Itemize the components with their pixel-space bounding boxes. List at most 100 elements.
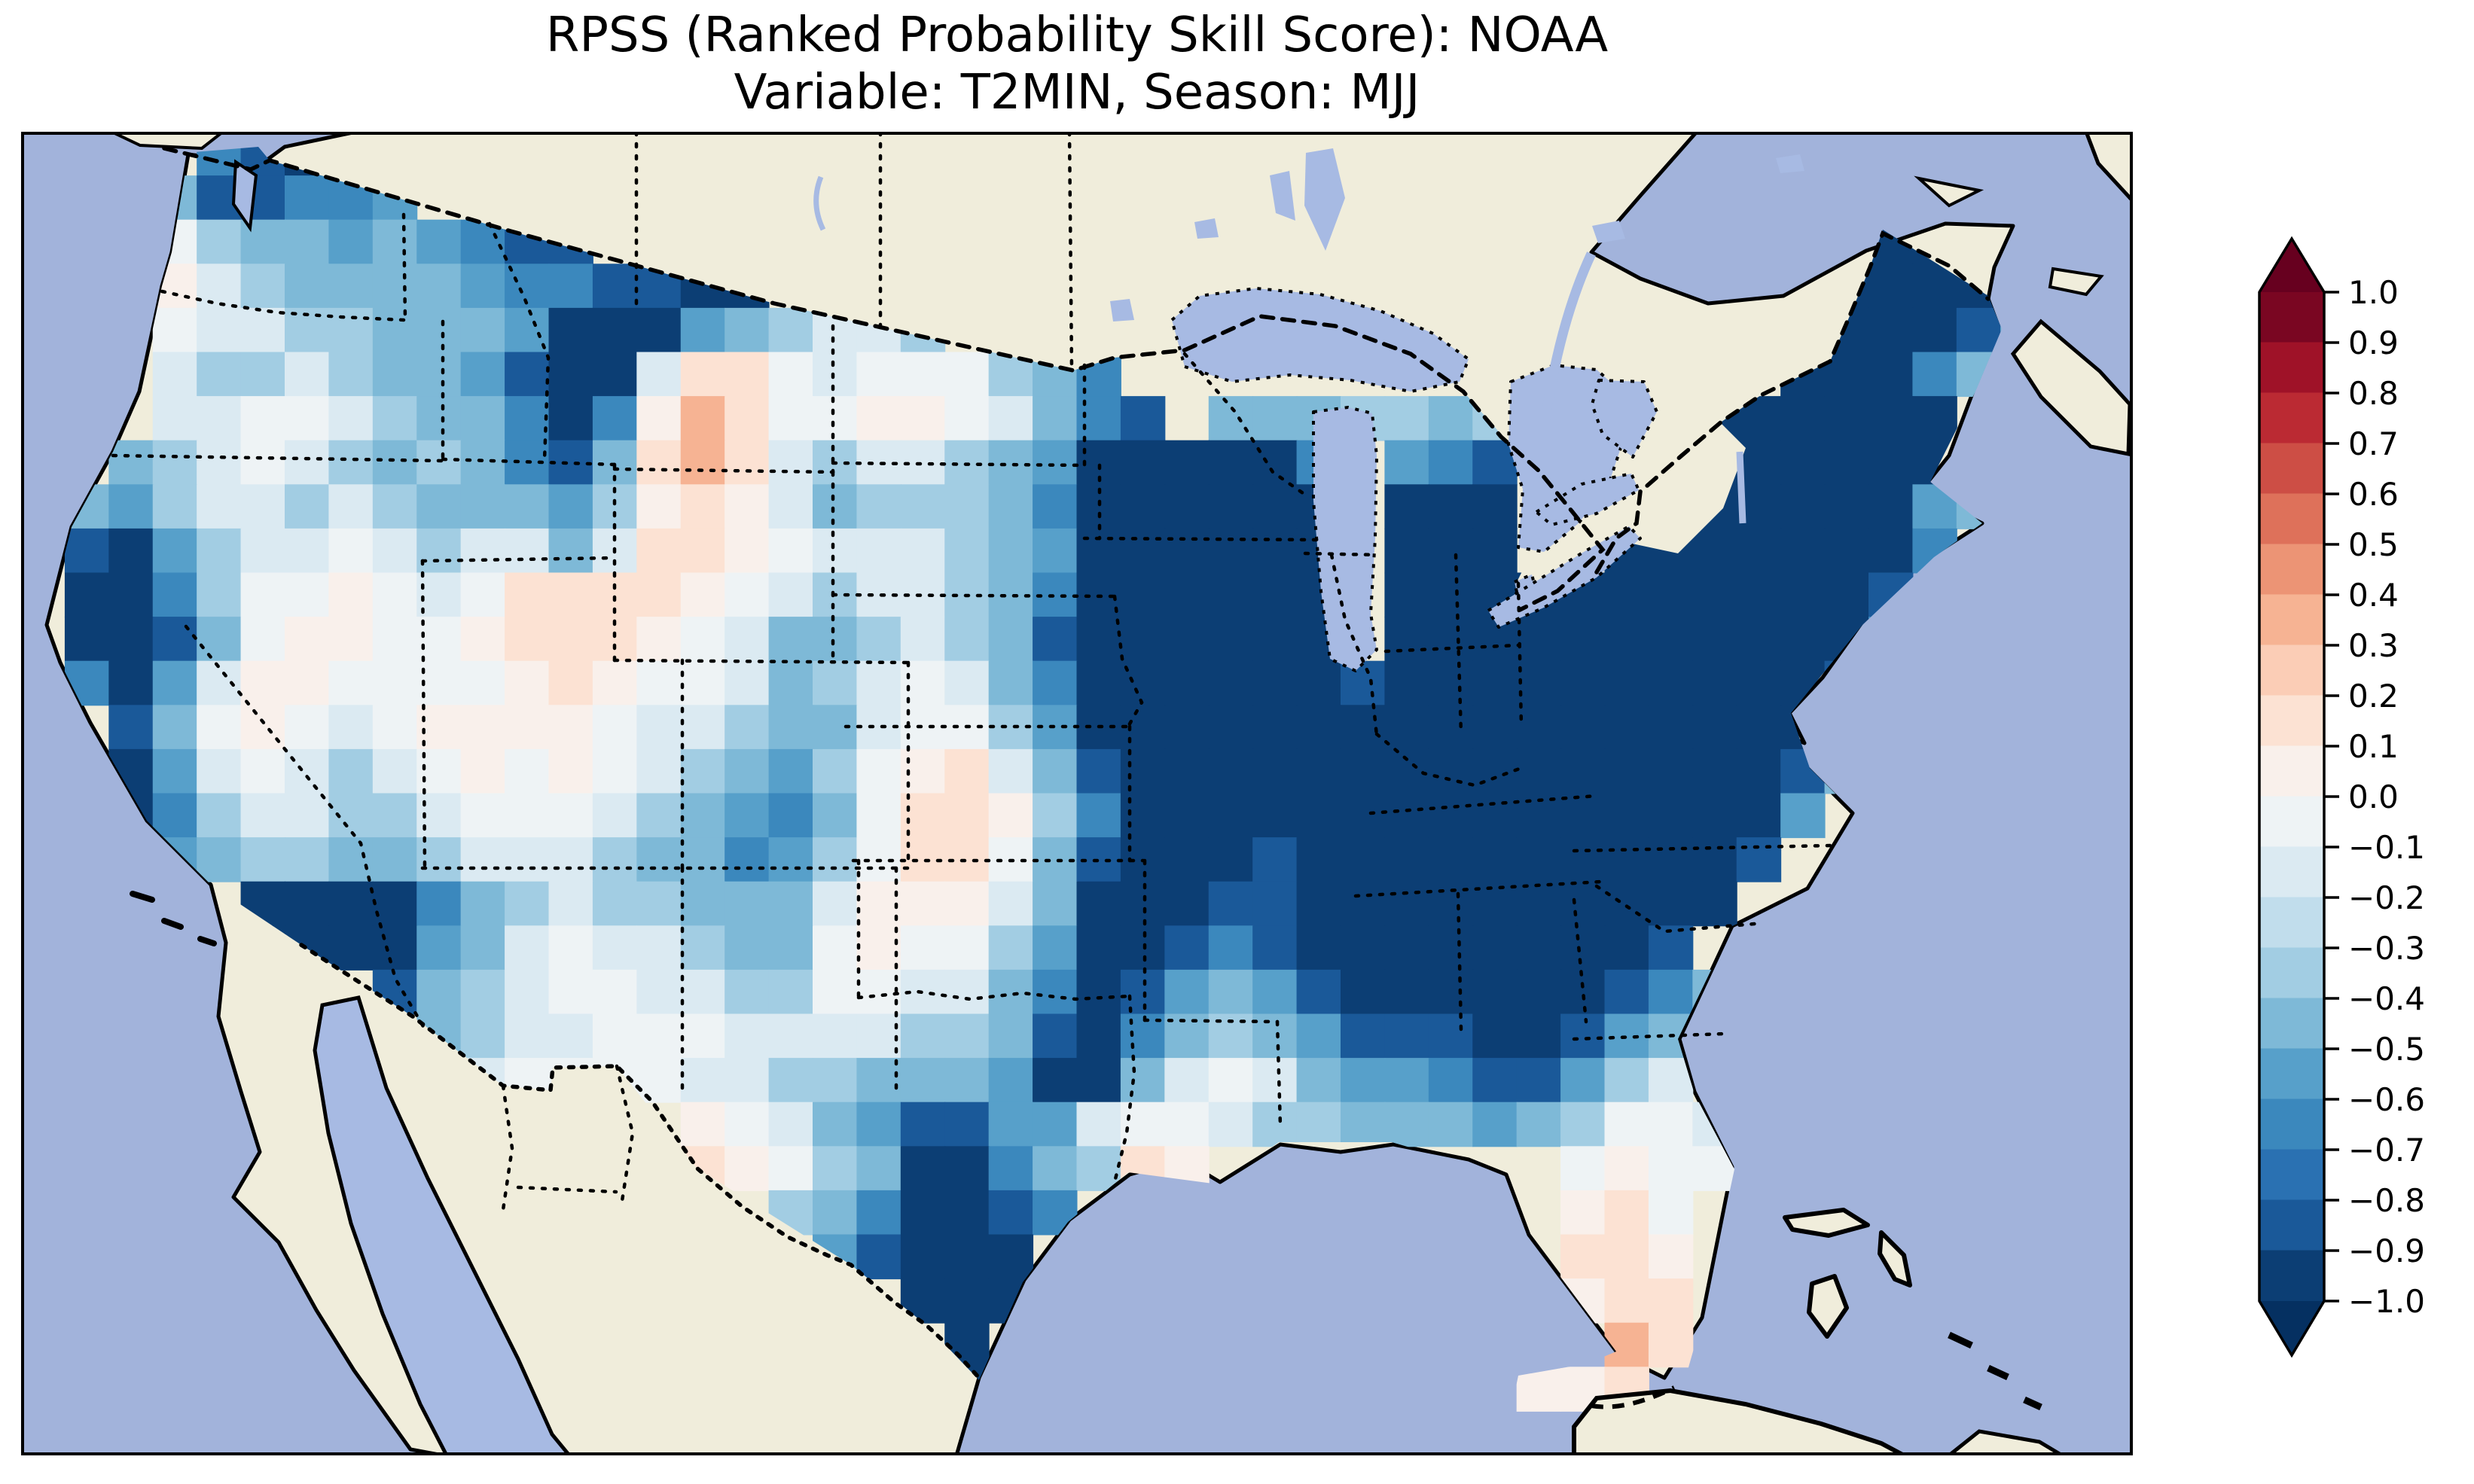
lake-of-the-woods bbox=[1110, 299, 1134, 321]
heat-cell bbox=[505, 352, 550, 398]
heat-cell bbox=[944, 881, 990, 927]
heat-cell bbox=[900, 352, 946, 398]
heat-cell bbox=[372, 528, 418, 574]
heat-cell bbox=[592, 969, 638, 1015]
heat-cell bbox=[460, 484, 506, 529]
heat-cell bbox=[1120, 748, 1166, 794]
heat-cell bbox=[1076, 969, 1121, 1015]
heat-cell bbox=[1208, 793, 1254, 839]
heat-cell bbox=[1252, 1058, 1298, 1103]
colorbar-segment bbox=[2259, 644, 2324, 696]
heat-cell bbox=[328, 307, 374, 353]
heat-cell bbox=[460, 705, 506, 750]
heat-cell bbox=[152, 396, 198, 441]
colorbar-segment bbox=[2259, 594, 2324, 646]
heat-cell bbox=[1648, 1146, 1694, 1191]
heat-cell bbox=[197, 352, 242, 398]
heat-cell bbox=[636, 881, 682, 927]
heat-cell bbox=[1736, 793, 1782, 839]
heat-cell bbox=[1428, 572, 1474, 618]
heat-cell bbox=[108, 572, 154, 618]
heat-cell bbox=[1516, 705, 1562, 750]
colorbar-tick-label: −0.4 bbox=[2348, 980, 2425, 1017]
heat-cell bbox=[1428, 528, 1474, 574]
heat-cell bbox=[988, 748, 1034, 794]
heat-cell bbox=[636, 660, 682, 706]
heat-cell bbox=[680, 440, 726, 486]
heat-cell bbox=[505, 969, 550, 1015]
heat-cell bbox=[1384, 969, 1429, 1015]
heat-cell bbox=[944, 1058, 990, 1103]
heat-cell bbox=[1033, 881, 1078, 927]
heat-cell bbox=[1912, 396, 1957, 441]
heat-cell bbox=[944, 528, 990, 574]
heat-cell bbox=[813, 528, 858, 574]
heat-cell bbox=[328, 925, 374, 971]
heat-cell bbox=[240, 484, 285, 529]
heat-cell bbox=[1648, 969, 1694, 1015]
heat-cell bbox=[813, 484, 858, 529]
heat-cell bbox=[1472, 617, 1518, 662]
heat-cell bbox=[372, 307, 418, 353]
heat-cell bbox=[1341, 881, 1386, 927]
colorbar-segment bbox=[2259, 947, 2324, 999]
heat-cell bbox=[1604, 1278, 1649, 1324]
heat-cell bbox=[592, 837, 638, 882]
heat-cell bbox=[416, 881, 462, 927]
heat-cell bbox=[1780, 617, 1826, 662]
heat-cell bbox=[1780, 793, 1826, 839]
heat-cell bbox=[1648, 1190, 1694, 1236]
heat-cell bbox=[1560, 793, 1606, 839]
heat-cell bbox=[1076, 1146, 1121, 1191]
heat-cell bbox=[505, 484, 550, 529]
heat-cell bbox=[813, 396, 858, 441]
heat-cell bbox=[680, 1058, 726, 1103]
heat-cell bbox=[1868, 352, 1914, 398]
heat-cell bbox=[1824, 396, 1869, 441]
heat-cell bbox=[1824, 528, 1869, 574]
heat-cell bbox=[1868, 440, 1914, 486]
heat-cell bbox=[1516, 969, 1562, 1015]
heat-cell bbox=[152, 528, 198, 574]
heat-cell bbox=[1341, 748, 1386, 794]
heat-cell bbox=[1033, 1013, 1078, 1059]
heat-cell bbox=[725, 1102, 770, 1147]
heat-cell bbox=[328, 748, 374, 794]
heat-cell bbox=[813, 1146, 858, 1191]
heat-cell bbox=[548, 264, 593, 309]
heat-cell bbox=[1252, 528, 1298, 574]
heat-cell bbox=[1164, 969, 1210, 1015]
heat-cell bbox=[328, 793, 374, 839]
heat-cell bbox=[1384, 881, 1429, 927]
heat-cell bbox=[285, 175, 330, 221]
heat-cell bbox=[372, 440, 418, 486]
heat-cell bbox=[152, 748, 198, 794]
heat-cell bbox=[1252, 705, 1298, 750]
prince-edward-island bbox=[2048, 267, 2104, 297]
heat-cell bbox=[460, 264, 506, 309]
heat-cell bbox=[152, 705, 198, 750]
heat-cell bbox=[328, 528, 374, 574]
heat-cell bbox=[725, 484, 770, 529]
heat-cell bbox=[592, 881, 638, 927]
heat-cell bbox=[548, 572, 593, 618]
heat-cell bbox=[1692, 617, 1737, 662]
heat-cell bbox=[1604, 1146, 1649, 1191]
heat-cell bbox=[856, 793, 901, 839]
colorbar-tick-label: −0.8 bbox=[2348, 1182, 2425, 1219]
heat-cell bbox=[1692, 705, 1737, 750]
canada-lakes bbox=[1110, 148, 1804, 321]
heat-cell bbox=[1472, 705, 1518, 750]
heat-cell bbox=[1648, 881, 1694, 927]
heat-cell bbox=[1912, 352, 1957, 398]
heat-cell bbox=[944, 617, 990, 662]
rpss-heatmap bbox=[64, 147, 2002, 1412]
heat-cell bbox=[725, 925, 770, 971]
heat-cell bbox=[1868, 484, 1914, 529]
heat-cell bbox=[64, 572, 110, 618]
heat-cell bbox=[1384, 572, 1429, 618]
colorbar-tick-label: 0.7 bbox=[2348, 425, 2399, 462]
heat-cell bbox=[240, 837, 285, 882]
heat-cell bbox=[1560, 660, 1606, 706]
heat-cell bbox=[1384, 660, 1429, 706]
